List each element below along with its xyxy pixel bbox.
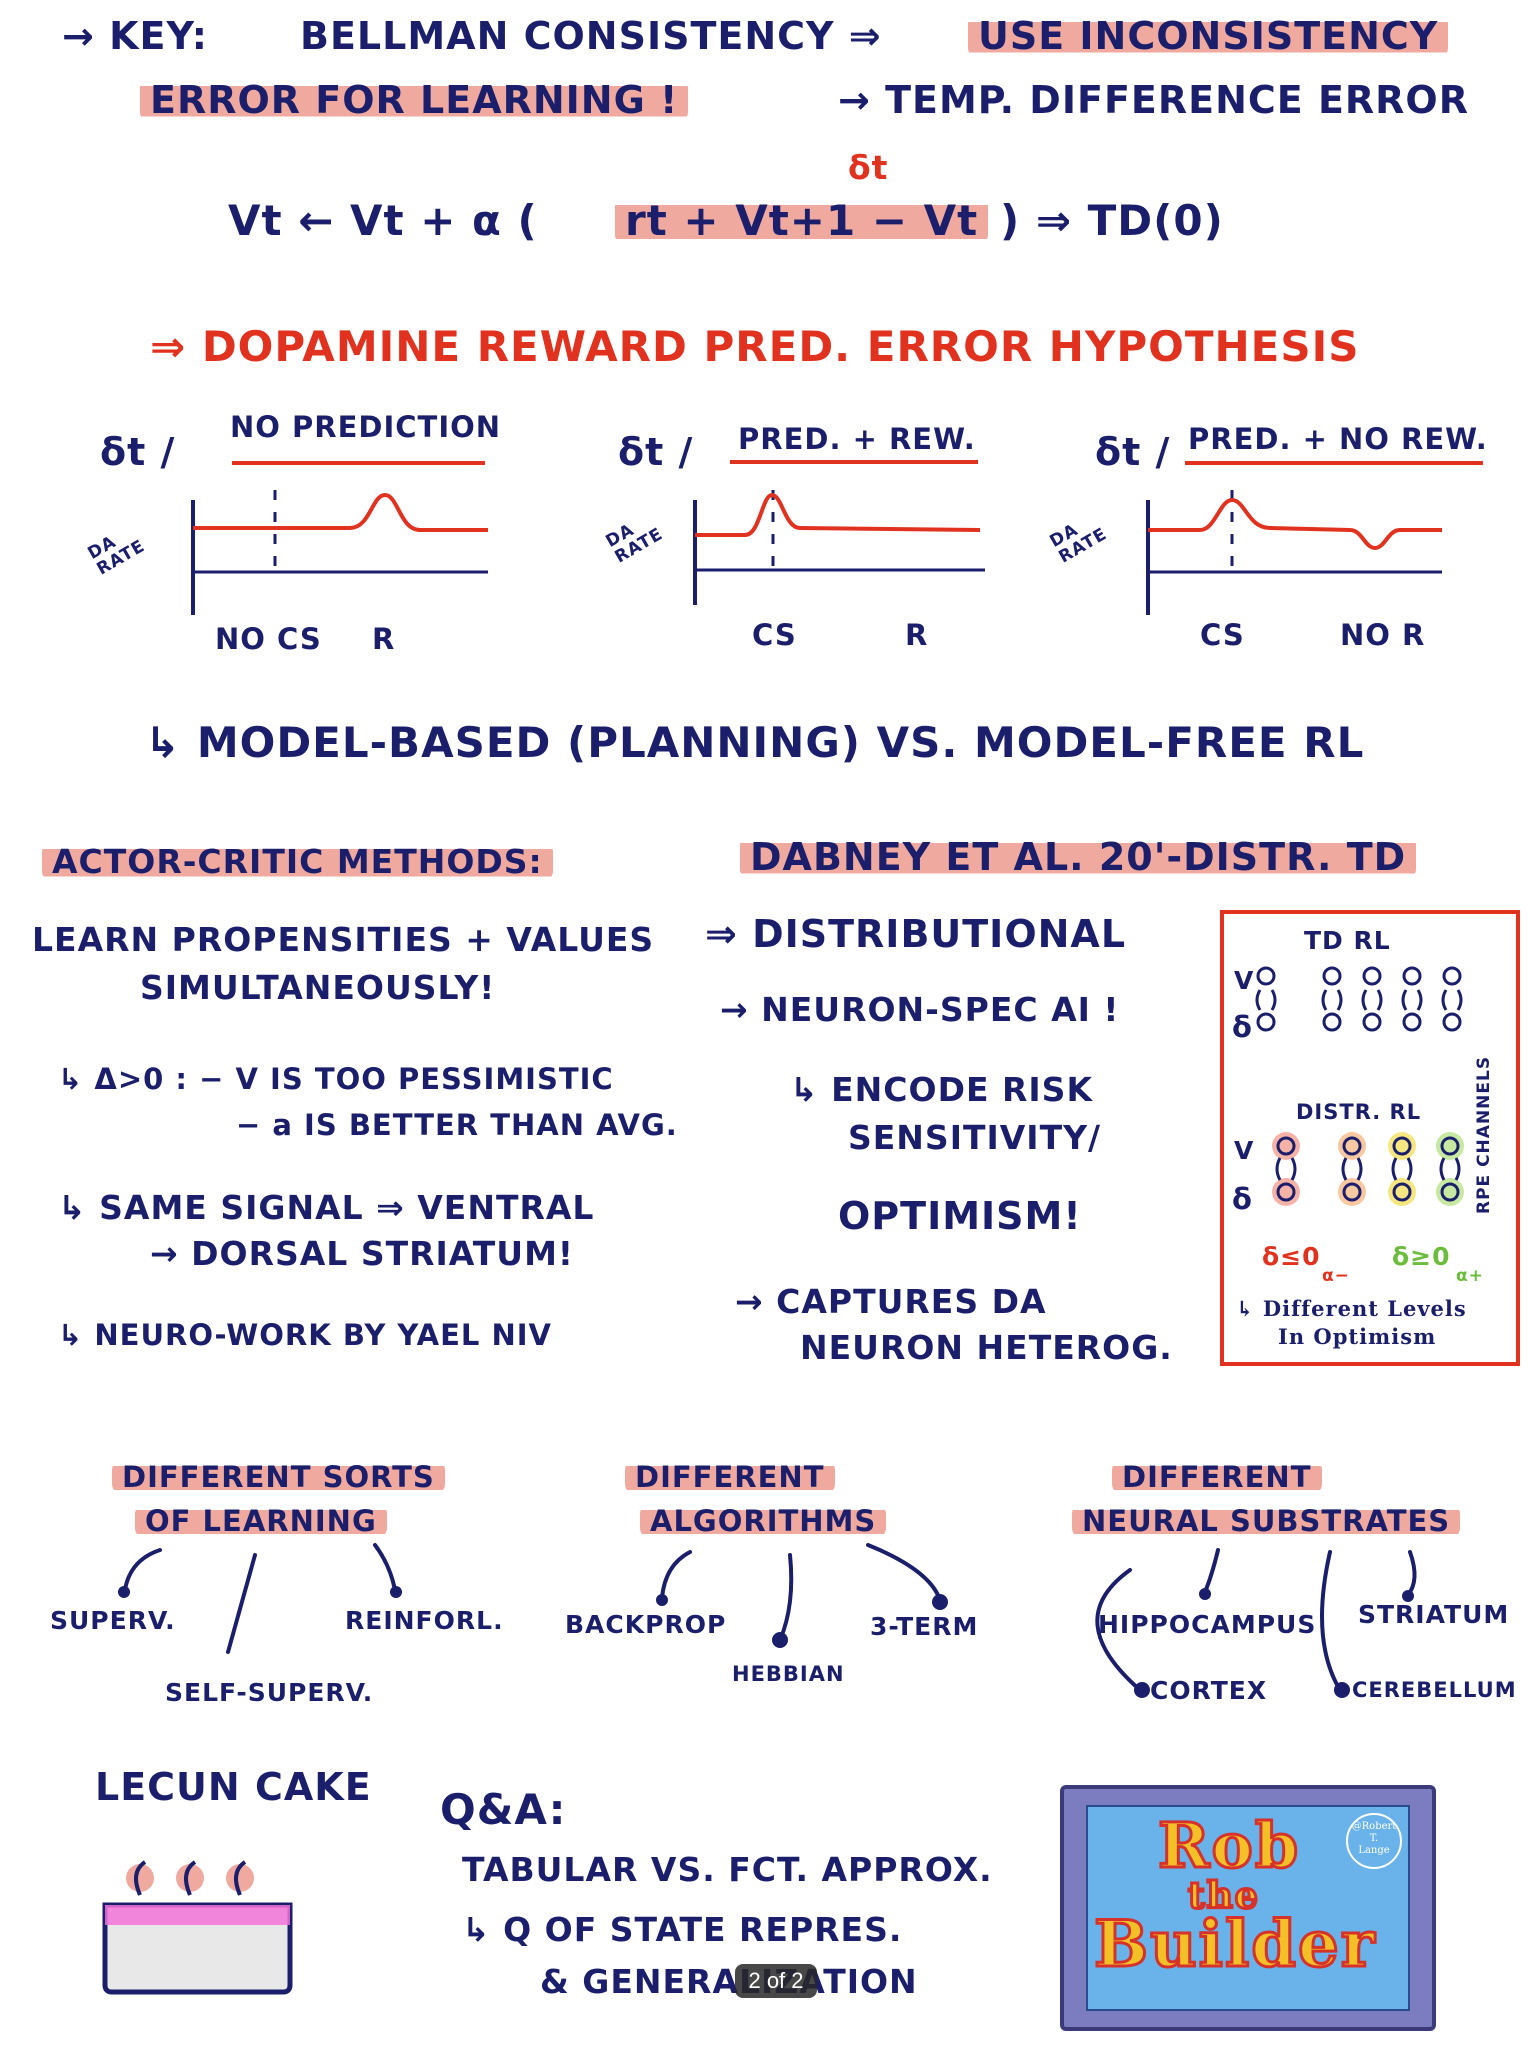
sorts-title1: DIFFERENT SORTS [112, 1460, 445, 1494]
page-indicator[interactable]: 2 of 2 [735, 1964, 817, 1998]
actor-critic-title: ACTOR-CRITIC METHODS: [42, 842, 553, 881]
logo-handle-line2: T. [1369, 1833, 1379, 1844]
sorts-self-superv: SELF-SUPERV. [165, 1678, 374, 1707]
panel3-x-left: CS [1200, 618, 1245, 652]
actor-critic-line2: SIMULTANEOUSLY! [140, 968, 496, 1007]
dabney-line3: ↳ ENCODE RISK [790, 1070, 1094, 1109]
better-than-avg-line: − a IS BETTER THAN AVG. [236, 1108, 678, 1142]
algos-title2: ALGORITHMS [640, 1504, 887, 1538]
sorts-reinforl: REINFORL. [345, 1606, 504, 1635]
substrates-cortex: CORTEX [1150, 1676, 1268, 1705]
panel3-title: PRED. + NO REW. [1188, 422, 1488, 456]
panel1-axis-label: δt / [100, 430, 176, 474]
logo-word-the: the [1187, 1874, 1260, 1919]
actor-critic-line1: LEARN PROPENSITIES + VALUES [32, 920, 655, 959]
alpha-pos-label: α+ [1456, 1266, 1484, 1286]
model-based-vs-free: ↳ MODEL-BASED (PLANNING) VS. MODEL-FREE … [145, 718, 1365, 767]
lecun-cake-title: LECUN CAKE [95, 1765, 372, 1809]
rob-the-builder-logo: Rob the Builder @Robert T. Lange [1060, 1785, 1436, 2031]
dabney-line6: → CAPTURES DA [735, 1282, 1047, 1321]
sorts-title2: OF LEARNING [135, 1504, 387, 1538]
td-delta-label: δ [1232, 1010, 1253, 1044]
different-levels-line1: ↳ Different Levels [1236, 1296, 1467, 1321]
logo-word-builder: Builder [1092, 1906, 1377, 1984]
substrates-title1: DIFFERENT [1112, 1460, 1322, 1494]
panel1-rate-label: DA RATE [84, 531, 149, 580]
distr-rl-label: DISTR. RL [1296, 1100, 1422, 1124]
error-for-learning-text: ERROR FOR LEARNING ! [140, 78, 689, 122]
equation-lhs: Vt ← Vt + α ( [228, 196, 538, 245]
qa-line2: ↳ Q OF STATE REPRES. [462, 1910, 903, 1949]
qa-line1: TABULAR VS. FCT. APPROX. [462, 1850, 993, 1889]
dabney-line4: SENSITIVITY/ [848, 1118, 1102, 1157]
distr-v-label: V [1234, 1136, 1255, 1165]
neuro-work-line: ↳ NEURO-WORK BY YAEL NIV [58, 1318, 552, 1352]
td-v-label: V [1234, 966, 1255, 995]
neuron-channel-diagram [1255, 966, 1464, 1206]
delta-neg-label: δ≤0 [1262, 1242, 1321, 1271]
dabney-line5: OPTIMISM! [838, 1194, 1082, 1238]
td-rl-label: TD RL [1304, 926, 1391, 955]
tree-branches [118, 1543, 1417, 1698]
dabney-line7: NEURON HETEROG. [800, 1328, 1173, 1367]
logo-handle-line1: @Robert [1351, 1821, 1397, 1832]
panel3-x-right: NO R [1340, 618, 1426, 652]
same-signal-line1: ↳ SAME SIGNAL ⇒ VENTRAL [58, 1188, 595, 1227]
rpe-channels-label: RPE CHANNELS [1474, 1055, 1494, 1214]
substrates-cerebellum: CEREBELLUM [1352, 1678, 1517, 1702]
lecun-cake-drawing [102, 1860, 293, 1995]
panel3-rate-label: DA RATE [1046, 519, 1111, 568]
dabney-line2: → NEURON-SPEC αi ! [720, 990, 1120, 1029]
panel2-axis-label: δt / [618, 430, 694, 474]
equation-rhs: ) ⇒ TD(0) [1000, 196, 1224, 245]
same-signal-line2: → DORSAL STRIATUM! [150, 1234, 574, 1273]
panel2-x-left: CS [752, 618, 797, 652]
algos-3-term: 3-TERM [870, 1612, 979, 1641]
algos-backprop: BACKPROP [565, 1610, 727, 1639]
algos-title1: DIFFERENT [625, 1460, 835, 1494]
dopamine-title: ⇒ DOPAMINE REWARD PRED. ERROR HYPOTHESIS [150, 322, 1360, 371]
delta-pos-label: δ≥0 [1392, 1242, 1451, 1271]
logo-handle-badge: @Robert T. Lange [1346, 1813, 1402, 1869]
td-error-text: → TEMP. DIFFERENCE ERROR [838, 78, 1469, 122]
panel2-rate-label: DA RATE [602, 519, 667, 568]
panel1-x-left: NO CS [215, 622, 322, 656]
delta-t-label: δt [848, 148, 889, 187]
key-label: → KEY: [62, 14, 208, 58]
equation-term: rt + Vt+1 − Vt [615, 196, 989, 245]
panel3-axis-label: δt / [1095, 430, 1171, 474]
dabney-title: DABNEY ET AL. 20'-DISTR. TD [740, 835, 1417, 879]
bellman-text: BELLMAN CONSISTENCY ⇒ [300, 14, 882, 58]
panel2-x-right: R [905, 618, 929, 652]
sorts-superv: SUPERV. [50, 1606, 176, 1635]
algos-hebbian: HEBBIAN [732, 1662, 845, 1686]
alpha-neg-label: α− [1322, 1266, 1350, 1286]
substrates-striatum: STRIATUM [1358, 1600, 1510, 1629]
panel1-x-right: R [372, 622, 396, 656]
qa-title: Q&A: [440, 1785, 567, 1834]
panel2-title: PRED. + REW. [738, 422, 976, 456]
logo-word-rob: Rob [1156, 1808, 1301, 1884]
panel1-plot [191, 461, 488, 615]
different-levels-line2: In Optimism [1278, 1324, 1437, 1349]
logo-handle-line3: Lange [1358, 1845, 1390, 1856]
distr-delta-label: δ [1232, 1182, 1253, 1216]
qa-line3: & GENERALIZATION [540, 1962, 918, 2001]
delta-positive-line: ↳ δ>0 : − V IS TOO PESSIMISTIC [58, 1062, 614, 1096]
panel1-title: NO PREDICTION [230, 410, 502, 444]
dabney-line1: ⇒ DISTRIBUTIONAL [705, 912, 1127, 956]
panel3-plot [1146, 461, 1483, 615]
substrates-hippocampus: HIPPOCAMPUS [1098, 1610, 1317, 1639]
use-inconsistency-text: USE INCONSISTENCY [968, 14, 1449, 58]
td-vs-distr-box: TD RL V δ DISTR. RL V δ RPE CHANNELS δ≤0… [1220, 910, 1520, 1366]
panel2-plot [693, 460, 985, 605]
substrates-title2: NEURAL SUBSTRATES [1072, 1504, 1461, 1538]
